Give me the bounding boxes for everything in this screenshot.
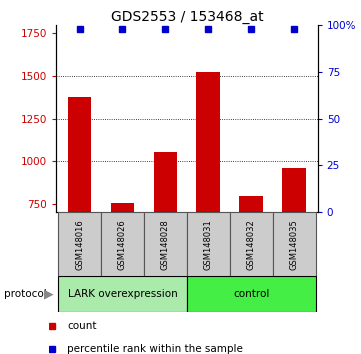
Bar — [144, 212, 187, 276]
Text: GSM148031: GSM148031 — [204, 219, 213, 270]
Bar — [230, 212, 273, 276]
Bar — [101, 212, 144, 276]
Text: GSM148028: GSM148028 — [161, 219, 170, 270]
Bar — [58, 276, 187, 312]
Text: ▶: ▶ — [44, 287, 53, 300]
Bar — [282, 168, 306, 212]
Bar — [153, 152, 177, 212]
Bar — [58, 212, 101, 276]
Text: protocol: protocol — [4, 289, 46, 299]
Bar — [239, 196, 263, 212]
Text: LARK overexpression: LARK overexpression — [68, 289, 177, 299]
Bar — [68, 97, 91, 212]
Text: percentile rank within the sample: percentile rank within the sample — [67, 344, 243, 354]
Title: GDS2553 / 153468_at: GDS2553 / 153468_at — [110, 10, 263, 24]
Bar — [187, 276, 316, 312]
Bar — [196, 72, 220, 212]
Text: control: control — [233, 289, 269, 299]
Bar — [111, 203, 134, 212]
Text: GSM148035: GSM148035 — [290, 219, 299, 270]
Bar — [187, 212, 230, 276]
Text: count: count — [67, 321, 97, 331]
Text: GSM148026: GSM148026 — [118, 219, 127, 270]
Text: GSM148032: GSM148032 — [247, 219, 256, 270]
Bar — [273, 212, 316, 276]
Text: GSM148016: GSM148016 — [75, 219, 84, 270]
